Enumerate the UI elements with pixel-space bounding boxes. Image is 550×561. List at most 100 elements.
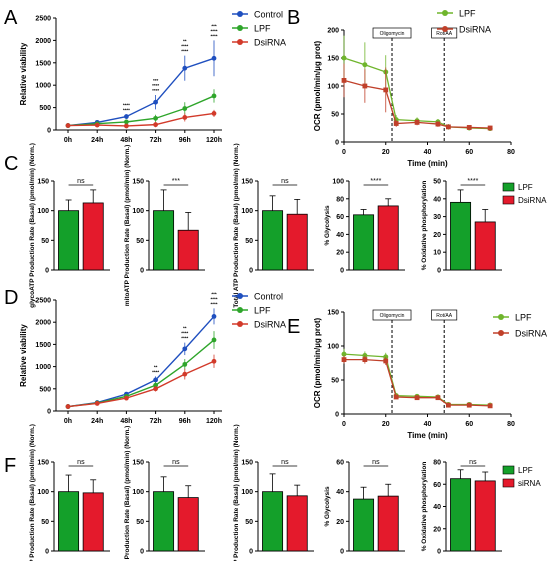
e-legend-marker [498,314,504,320]
a-x-tick-label: 24h [91,137,103,144]
a-data-point [124,114,129,119]
b-legend-label: LPF [459,9,476,19]
c-panel-1-y-tick-label: 150 [37,179,49,186]
c-panel-1-y-axis-title: glycoATP Production Rate (Basal) (pmol/m… [29,143,36,308]
d-data-point [182,346,188,352]
panel-label-a: A [4,7,18,29]
f-panel-3-y-axis-title: Total ATP Production Rate (Basal) (pmol/… [233,424,240,561]
a-data-point [182,106,188,111]
a-series-line-dsirna [67,112,215,127]
f-panel-2-y-tick-label: 150 [132,460,144,467]
c-panel-3-y-axis-title: Total ATP Production Rate (Basal) (pmol/… [233,143,240,307]
d-y-axis-title: Relative viability [19,324,28,387]
a-significance-label: **** [123,107,130,112]
c-panel-4-y-tick-label: 100 [332,179,344,186]
a-x-tick-label: 120h [206,137,222,144]
d-legend-label: LPF [254,306,271,316]
a-data-point [65,123,71,128]
a-significance-label: **** [152,88,159,93]
e-injection-marker-label: Oligomycin [380,313,405,319]
b-y-tick-label: 200 [327,28,339,35]
b-injection-marker-box [372,27,412,39]
c-panel-5-y-axis-title: % Oxidative phosphorylation [421,181,428,271]
b-data-point [466,125,472,130]
d-significance-label: **** [152,369,159,374]
a-significance-label: *** [153,78,159,83]
f-panel-1-y-tick-label: 0 [45,549,49,556]
c-legend-label: LPF [518,183,533,192]
e-data-point [466,402,472,408]
f-panel-2-y-tick-label: 100 [132,489,144,496]
c-panel-3-significance-label: ns [281,178,289,185]
c-panel-4-significance-label: **** [370,178,381,185]
f-panel-5-y-tick-label: 20 [433,526,441,533]
f-panel-5-y-axis-title: % Oxidative phosphorylation [421,462,428,552]
b-data-point [383,87,389,93]
c-panel-2-significance-label: *** [172,178,180,185]
a-y-axis-title: Relative viability [19,42,28,105]
a-legend-marker [237,11,243,17]
d-x-tick-label: 120h [206,418,222,425]
b-x-tick-label: 60 [465,149,473,156]
f-panel-2-y-tick-label: 50 [136,519,144,526]
e-y-tick-label: 50 [331,378,339,385]
d-significance-label: **** [210,296,217,301]
b-legend-marker [442,26,448,32]
c-panel-1-significance-label: ns [77,178,85,185]
e-x-tick-label: 80 [507,421,515,428]
d-data-point [153,382,159,388]
c-panel-1-y-tick-label: 0 [45,268,49,275]
c-panel-3-y-tick-label: 50 [245,238,253,245]
c-panel-3-bar-lpf [262,210,284,271]
a-legend-marker [237,25,243,31]
d-significance-label: **** [210,301,217,306]
c-panel-2-y-tick-label: 50 [136,238,144,245]
c-panel-5-y-tick-label: 20 [433,232,441,239]
d-data-point [153,377,159,383]
c-panel-5-y-tick-label: 10 [433,250,441,257]
a-significance-label: **** [181,44,188,49]
d-series-line-lpf [67,339,215,408]
c-panel-4-y-tick-label: 60 [336,214,344,221]
f-legend-swatch [502,478,515,488]
e-legend-label: LPF [515,313,532,323]
f-panel-5-bar-sirna [474,480,496,552]
a-data-point [124,119,129,125]
a-significance-label: **** [123,102,130,107]
d-data-point [65,404,71,409]
d-y-tick-label: 1500 [35,342,51,349]
f-panel-4-y-axis-title: % Glycolysis [324,486,331,526]
a-legend-label: Control [254,10,283,20]
c-panel-2-y-tick-label: 100 [132,208,144,215]
d-data-point [153,386,159,392]
panel-label-c: C [4,153,18,175]
panel-label-f: F [4,455,16,477]
f-panel-5-y-tick-label: 0 [437,549,441,556]
f-panel-3-bar-sirna [286,495,308,552]
f-panel-1-significance-label: ns [77,459,85,466]
c-panel-1-y-tick-label: 100 [37,208,49,215]
e-x-tick-label: 0 [342,421,346,428]
f-panel-3-significance-label: ns [281,459,289,466]
d-y-tick-label: 2000 [35,320,51,327]
e-legend-label: DsiRNA [515,329,547,339]
f-panel-4-bar-lpf [353,498,375,552]
b-y-tick-label: 100 [327,84,339,91]
e-data-point [383,358,389,364]
c-panel-4-y-tick-label: 0 [340,268,344,275]
f-panel-5-bar-lpf [450,478,472,552]
b-y-tick-label: 150 [327,56,339,63]
f-panel-1-y-tick-label: 150 [37,460,49,467]
c-panel-3-y-tick-label: 100 [241,208,253,215]
a-series-line-control [67,57,215,127]
panel-d-viability-chart: 0 500 1000 1500 2000 2500 0h 24h 48h 72h 96h 120h Re… [19,291,286,425]
b-y-tick-label: 50 [331,112,339,119]
b-data-point [487,125,493,131]
a-data-point [211,55,217,61]
d-significance-label: ** [183,326,187,331]
e-data-point [362,357,368,362]
d-x-tick-label: 24h [91,418,103,425]
panel-label-d: D [4,287,18,309]
a-x-tick-label: 96h [179,137,191,144]
